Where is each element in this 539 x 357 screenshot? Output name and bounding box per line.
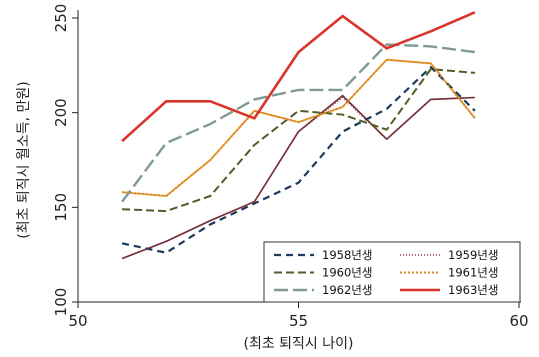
series-line-2	[121, 96, 475, 260]
legend-label-5: 1962년생	[322, 283, 372, 297]
axes: 50 55 60 100 150 200 250 (최초 퇴직시 나이) (최초 퇴직시 월소득…	[16, 4, 529, 352]
legend: 1958년생 1959년생 1960년생 1961년생 1962년생 1963년생	[263, 241, 521, 303]
y-tick-label: 200	[52, 98, 70, 127]
x-axis-title: (최초 퇴직시 나이)	[244, 336, 354, 352]
legend-box	[263, 241, 521, 303]
series-line-3	[122, 68, 475, 213]
x-tick-label: 55	[289, 312, 308, 330]
legend-label-3: 1960년생	[322, 266, 372, 280]
x-tick-label: 50	[68, 312, 87, 330]
x-tick-label: 60	[509, 312, 528, 330]
legend-label-4: 1961년생	[448, 266, 498, 280]
series-lines	[121, 11, 476, 260]
series-line-5	[121, 43, 476, 203]
series-line-6	[121, 11, 476, 143]
series-line-1	[121, 66, 476, 254]
y-tick-label: 250	[52, 4, 70, 33]
y-tick-label: 150	[52, 193, 70, 222]
y-axis-title: (최초 퇴직시 월소득, 만원)	[16, 81, 32, 239]
extra-line-0	[121, 94, 475, 260]
legend-label-6: 1963년생	[448, 283, 498, 297]
series-line-4	[122, 58, 476, 197]
legend-label-1: 1958년생	[322, 248, 372, 262]
legend-label-2: 1959년생	[448, 248, 498, 262]
y-tick-label: 100	[52, 288, 70, 317]
